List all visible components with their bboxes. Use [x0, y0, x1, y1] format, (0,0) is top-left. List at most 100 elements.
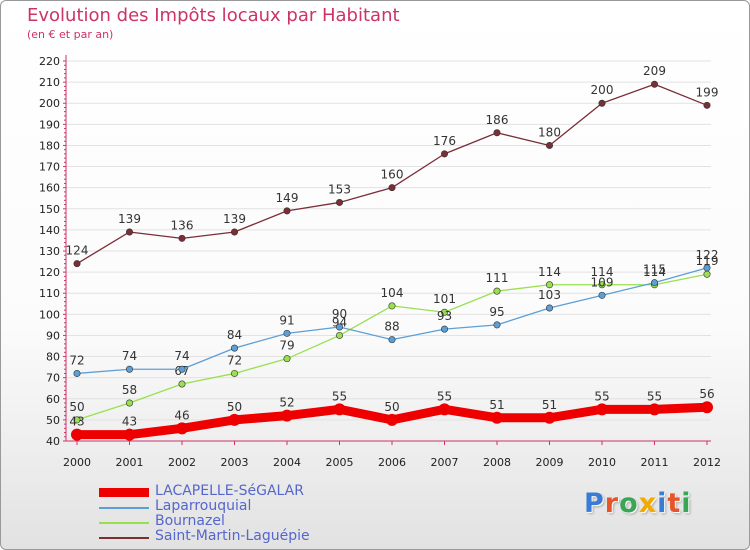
series-0: 43 43 46 50 52 55 50 55 51 51 55 55 56	[69, 387, 715, 441]
data-label: 122	[696, 248, 719, 262]
y-tick-label: 130	[39, 245, 60, 258]
data-point	[178, 380, 186, 388]
data-label: 43	[122, 415, 137, 429]
series-1: 72 74 74 84 91 90 88 93 95 103 109 115 122	[69, 248, 718, 377]
y-tick-label: 190	[39, 118, 60, 131]
data-label: 199	[696, 85, 719, 99]
data-point	[491, 411, 503, 424]
logo-letter: P	[584, 488, 605, 519]
data-label: 55	[647, 389, 662, 403]
data-label: 115	[643, 263, 666, 277]
data-point	[71, 428, 83, 441]
data-label: 43	[69, 415, 84, 429]
legend-swatch	[99, 507, 149, 509]
data-label: 109	[591, 275, 614, 289]
data-point	[440, 325, 448, 333]
grid-lines	[66, 60, 711, 442]
legend-label: Laparrouquial	[155, 498, 252, 514]
chart-legend: LACAPELLE-SéGALAR Laparrouquial Bournazel S…	[99, 483, 359, 545]
x-tick-label: 2007	[431, 456, 459, 469]
x-tick-label: 2011	[641, 456, 669, 469]
data-label: 93	[437, 309, 452, 323]
data-point	[388, 184, 396, 192]
data-label: 50	[384, 400, 399, 414]
data-point	[648, 403, 661, 416]
legend-swatch	[99, 522, 149, 524]
x-tick-label: 2002	[168, 456, 196, 469]
data-label: 200	[591, 83, 614, 97]
legend-item: Saint-Martin-Laguépie	[99, 528, 359, 545]
logo-letter: r	[604, 488, 620, 519]
data-point	[335, 323, 343, 331]
y-tick-label: 150	[39, 203, 60, 216]
data-label: 74	[174, 349, 189, 363]
data-point	[281, 409, 293, 422]
data-label: 139	[223, 212, 246, 226]
data-label: 55	[332, 389, 347, 403]
series-2: 505867727994104101111114114114119	[69, 254, 719, 424]
x-tick-label: 2009	[536, 456, 564, 469]
data-label: 79	[279, 339, 294, 353]
data-label: 104	[381, 286, 404, 300]
data-point	[335, 331, 343, 339]
data-point	[126, 365, 134, 373]
data-label: 209	[643, 64, 666, 78]
legend-item: Laparrouquial	[99, 498, 359, 515]
legend-item: LACAPELLE-SéGALAR	[99, 483, 359, 500]
x-tick-label: 2005	[326, 456, 354, 469]
data-point	[176, 422, 188, 435]
data-label: 186	[486, 113, 509, 127]
data-label: 51	[542, 398, 557, 412]
data-point	[493, 287, 501, 295]
legend-label: Bournazel	[155, 513, 225, 529]
data-point	[231, 228, 239, 236]
data-point	[598, 291, 606, 299]
data-label: 88	[384, 320, 399, 334]
data-point	[598, 281, 606, 289]
data-label: 119	[696, 254, 719, 268]
data-point	[388, 336, 396, 344]
x-tick-label: 2010	[588, 456, 616, 469]
data-point	[596, 403, 608, 416]
y-tick-label: 50	[46, 414, 60, 427]
data-point	[333, 403, 346, 416]
data-label: 95	[489, 305, 504, 319]
data-point	[703, 264, 711, 272]
chart-axes: 4050607080901001101201301401501601701801…	[39, 55, 721, 469]
data-label: 74	[122, 349, 137, 363]
data-label: 50	[227, 400, 242, 414]
data-label: 58	[122, 383, 137, 397]
series-layer: 124 139 136 139 149 153 160 176 186 180 200 209 199 5…	[66, 64, 719, 441]
data-label: 72	[227, 353, 242, 367]
legend-label: LACAPELLE-SéGALAR	[155, 483, 304, 499]
data-point	[228, 413, 241, 426]
x-tick-label: 2004	[273, 456, 301, 469]
data-point	[545, 281, 553, 289]
data-point	[440, 150, 448, 158]
data-label: 153	[328, 182, 351, 196]
data-point	[493, 129, 501, 137]
data-point	[545, 141, 553, 149]
data-label: 139	[118, 212, 141, 226]
data-point	[438, 403, 451, 416]
y-tick-label: 140	[39, 224, 60, 237]
data-point	[123, 428, 136, 441]
data-point	[701, 401, 713, 414]
data-point	[650, 279, 658, 287]
data-label: 90	[332, 307, 347, 321]
data-point	[231, 369, 239, 377]
y-tick-label: 180	[39, 139, 60, 152]
data-label: 176	[433, 134, 456, 148]
legend-swatch	[99, 537, 149, 539]
y-tick-label: 210	[39, 76, 60, 89]
data-label: 180	[538, 125, 561, 139]
legend-label: Saint-Martin-Laguépie	[155, 528, 310, 544]
data-point	[73, 416, 81, 424]
data-point	[598, 99, 606, 107]
y-tick-label: 40	[46, 435, 60, 448]
x-tick-label: 2008	[483, 456, 511, 469]
data-point	[73, 260, 81, 268]
data-point	[126, 228, 134, 236]
data-point	[703, 270, 711, 278]
